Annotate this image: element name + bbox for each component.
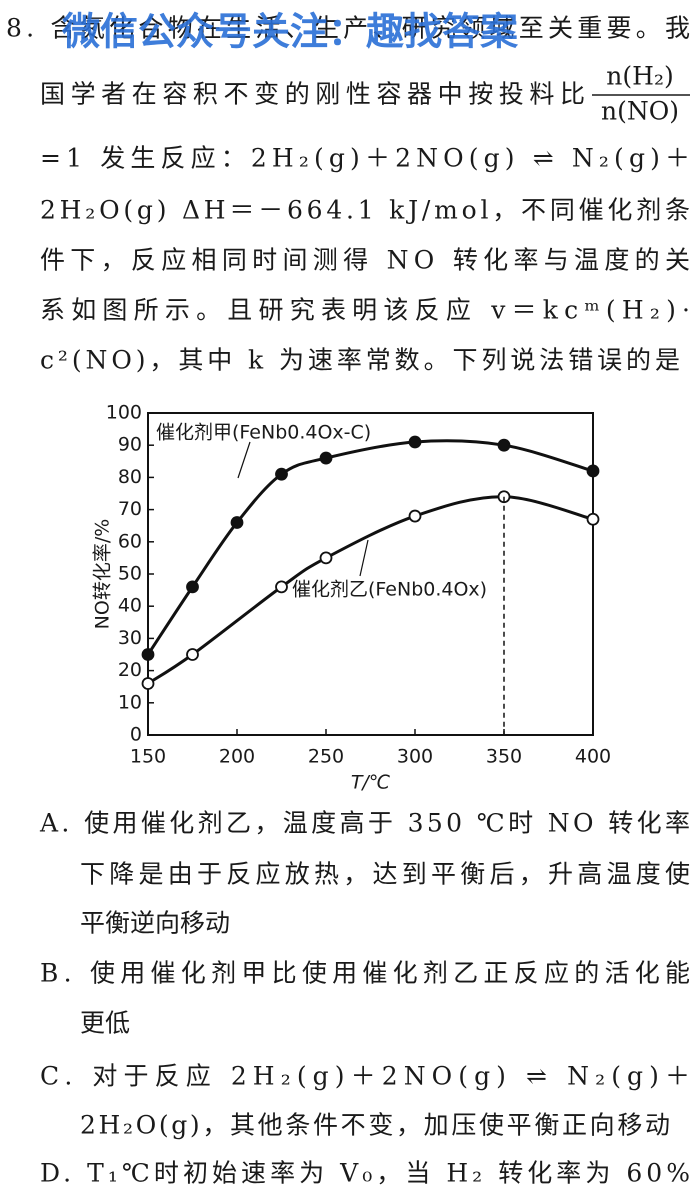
x-axis-label: T/℃ bbox=[351, 772, 391, 794]
question-line: 系如图所示。且研究表明该反应 v＝kcᵐ(H₂)· bbox=[40, 296, 690, 325]
question-line: c²(NO)，其中 k 为速率常数。下列说法错误的是 bbox=[40, 346, 680, 375]
x-tick-label: 250 bbox=[308, 746, 344, 768]
y-axis-label: NO转化率/% bbox=[92, 519, 114, 630]
question-line: 2H₂O(g) ΔH＝－664.1 kJ/mol，不同催化剂条 bbox=[40, 196, 690, 225]
option-line: C. 对于反应 2H₂(g)＋2NO(g) ⇌ N₂(g)＋ bbox=[40, 1062, 690, 1091]
ratio-denominator: n(NO) bbox=[601, 97, 679, 126]
watermark: 微信公众号关注：趣找答案 bbox=[61, 10, 519, 54]
leader-line bbox=[359, 539, 369, 577]
option-line: 2H₂O(g)，其他条件不变，加压使平衡正向移动 bbox=[80, 1111, 670, 1140]
x-tick-label: 300 bbox=[397, 746, 433, 768]
option-line: 平衡逆向移动 bbox=[80, 909, 230, 938]
leader-line bbox=[237, 441, 251, 479]
y-tick-label: 80 bbox=[118, 466, 142, 488]
chart: 0 10 20 30 40 50 60 70 80 90 100 150 200 250 300 350 400… bbox=[92, 402, 612, 794]
data-point bbox=[141, 648, 155, 661]
question-line: 国学者在容积不变的刚性容器中按投料比 bbox=[40, 80, 585, 109]
series-line bbox=[146, 439, 594, 656]
data-point bbox=[586, 512, 600, 526]
series-label: 催化剂甲(FeNb0.4Ox-C) bbox=[156, 422, 371, 444]
y-tick-label: 40 bbox=[118, 595, 142, 617]
y-tick-label: 20 bbox=[118, 659, 142, 681]
y-tick-label: 30 bbox=[118, 627, 142, 649]
y-tick-label: 70 bbox=[118, 498, 142, 520]
x-tick-label: 400 bbox=[575, 746, 611, 768]
y-tick-label: 10 bbox=[118, 691, 142, 713]
option-line: B. 使用催化剂甲比使用催化剂乙正反应的活化能 bbox=[40, 959, 690, 988]
data-point bbox=[141, 677, 155, 690]
data-point bbox=[230, 516, 244, 529]
data-point bbox=[408, 509, 422, 523]
series-label: 催化剂乙(FeNb0.4Ox) bbox=[292, 579, 487, 601]
question-line: 件下，反应相同时间测得 NO 转化率与温度的关 bbox=[40, 246, 690, 275]
y-tick-label: 100 bbox=[106, 402, 142, 424]
data-point bbox=[186, 580, 199, 594]
data-point bbox=[275, 467, 288, 481]
option-line: 下降是由于反应放热，达到平衡后，升高温度使 bbox=[80, 860, 690, 889]
plot-frame bbox=[147, 412, 594, 736]
x-tick-label: 350 bbox=[486, 746, 522, 768]
option-line: A. 使用催化剂乙，温度高于 350 ℃时 NO 转化率 bbox=[39, 809, 690, 838]
ratio-numerator: n(H₂) bbox=[606, 62, 673, 91]
option-line: D. T₁℃时初始速率为 V₀，当 H₂ 转化率为 60% bbox=[40, 1159, 690, 1188]
data-point bbox=[275, 580, 288, 594]
data-point bbox=[186, 648, 199, 661]
y-tick-label: 60 bbox=[118, 530, 142, 552]
x-tick-label: 200 bbox=[219, 746, 255, 768]
data-point bbox=[319, 451, 333, 465]
question-line: =1 发生反应：2H₂(g)＋2NO(g) ⇌ N₂(g)＋ bbox=[40, 144, 690, 173]
data-point bbox=[319, 551, 333, 565]
data-point bbox=[497, 438, 511, 452]
x-tick-label: 150 bbox=[130, 746, 166, 768]
y-tick-label: 0 bbox=[130, 724, 142, 746]
y-tick-label: 50 bbox=[118, 563, 142, 585]
data-point bbox=[586, 464, 600, 478]
data-point bbox=[408, 435, 422, 449]
y-tick-label: 90 bbox=[118, 434, 142, 456]
option-line: 更低 bbox=[80, 1009, 130, 1038]
